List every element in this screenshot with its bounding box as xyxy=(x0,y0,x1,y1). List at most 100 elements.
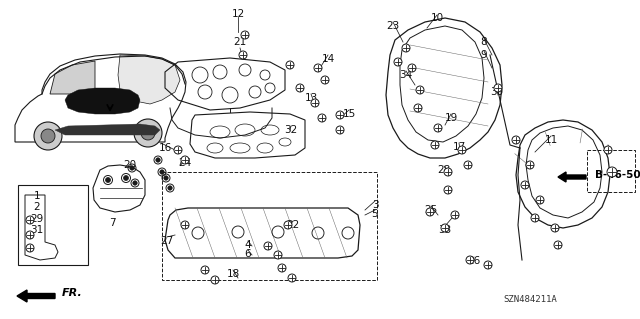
Bar xyxy=(18,185,88,265)
Circle shape xyxy=(164,176,168,180)
Circle shape xyxy=(336,126,344,134)
Text: 4: 4 xyxy=(244,240,252,250)
Circle shape xyxy=(284,221,292,229)
Text: 15: 15 xyxy=(342,109,356,119)
Circle shape xyxy=(526,161,534,169)
Text: 25: 25 xyxy=(424,205,438,215)
Text: 32: 32 xyxy=(284,125,298,135)
Circle shape xyxy=(458,146,466,154)
Text: 12: 12 xyxy=(232,9,244,19)
Text: 10: 10 xyxy=(431,13,444,23)
Text: 34: 34 xyxy=(399,70,413,80)
Circle shape xyxy=(451,211,459,219)
Circle shape xyxy=(133,181,137,185)
Text: 8: 8 xyxy=(481,37,487,47)
Text: 17: 17 xyxy=(452,142,466,152)
Text: 9: 9 xyxy=(481,50,487,60)
Circle shape xyxy=(134,119,162,147)
Text: 7: 7 xyxy=(109,218,115,228)
Circle shape xyxy=(314,64,322,72)
Text: 31: 31 xyxy=(30,225,44,235)
Circle shape xyxy=(106,178,111,182)
Circle shape xyxy=(431,141,439,149)
Circle shape xyxy=(211,276,219,284)
Text: 19: 19 xyxy=(444,113,458,123)
Circle shape xyxy=(160,170,164,174)
Circle shape xyxy=(318,114,326,122)
Circle shape xyxy=(286,61,294,69)
Text: SZN484211A: SZN484211A xyxy=(503,295,557,305)
Text: 24: 24 xyxy=(179,158,191,168)
Circle shape xyxy=(296,84,304,92)
Circle shape xyxy=(124,175,129,181)
Circle shape xyxy=(434,124,442,132)
Text: FR.: FR. xyxy=(62,288,83,298)
Circle shape xyxy=(441,224,449,232)
Text: 5: 5 xyxy=(372,209,378,219)
Circle shape xyxy=(264,242,272,250)
FancyArrow shape xyxy=(558,172,586,182)
Circle shape xyxy=(274,251,282,259)
Circle shape xyxy=(201,266,209,274)
Circle shape xyxy=(408,64,416,72)
Circle shape xyxy=(466,256,474,264)
Circle shape xyxy=(416,86,424,94)
Text: 13: 13 xyxy=(305,93,317,103)
Circle shape xyxy=(604,146,612,154)
Bar xyxy=(587,150,635,192)
Circle shape xyxy=(607,167,617,177)
Text: 18: 18 xyxy=(227,269,239,279)
Circle shape xyxy=(464,161,472,169)
Circle shape xyxy=(141,126,155,140)
Circle shape xyxy=(494,84,502,92)
Circle shape xyxy=(34,122,62,150)
Circle shape xyxy=(168,186,172,190)
Circle shape xyxy=(444,168,452,176)
Circle shape xyxy=(26,244,34,252)
Circle shape xyxy=(531,214,539,222)
Text: 6: 6 xyxy=(244,249,252,259)
Text: B-46-50: B-46-50 xyxy=(595,170,640,180)
Circle shape xyxy=(394,58,402,66)
Text: 22: 22 xyxy=(286,220,300,230)
Circle shape xyxy=(26,231,34,239)
Text: 11: 11 xyxy=(545,135,557,145)
FancyArrow shape xyxy=(17,290,55,302)
Text: 29: 29 xyxy=(30,214,44,224)
Bar xyxy=(162,172,377,280)
Circle shape xyxy=(414,104,422,112)
Circle shape xyxy=(288,274,296,282)
Circle shape xyxy=(181,221,189,229)
Circle shape xyxy=(181,156,189,164)
Circle shape xyxy=(278,264,286,272)
Circle shape xyxy=(444,186,452,194)
Polygon shape xyxy=(55,124,160,135)
Circle shape xyxy=(174,146,182,154)
Polygon shape xyxy=(118,55,180,104)
Text: 3: 3 xyxy=(372,200,378,210)
Circle shape xyxy=(484,261,492,269)
Circle shape xyxy=(551,224,559,232)
Text: 23: 23 xyxy=(387,21,399,31)
Text: 1: 1 xyxy=(34,191,40,201)
Text: 30: 30 xyxy=(490,87,504,97)
Circle shape xyxy=(311,99,319,107)
Polygon shape xyxy=(50,61,95,94)
Circle shape xyxy=(536,196,544,204)
Circle shape xyxy=(321,76,329,84)
Circle shape xyxy=(26,216,34,224)
Circle shape xyxy=(512,136,520,144)
Text: 14: 14 xyxy=(321,54,335,64)
Polygon shape xyxy=(65,88,140,114)
Circle shape xyxy=(239,51,247,59)
Circle shape xyxy=(241,31,249,39)
Circle shape xyxy=(521,181,529,189)
Circle shape xyxy=(156,158,160,162)
Text: 27: 27 xyxy=(161,236,173,246)
Circle shape xyxy=(402,44,410,52)
Text: 28: 28 xyxy=(437,165,451,175)
Text: 26: 26 xyxy=(467,256,481,266)
Text: 33: 33 xyxy=(438,225,452,235)
Text: 20: 20 xyxy=(124,160,136,170)
Text: 16: 16 xyxy=(158,143,172,153)
